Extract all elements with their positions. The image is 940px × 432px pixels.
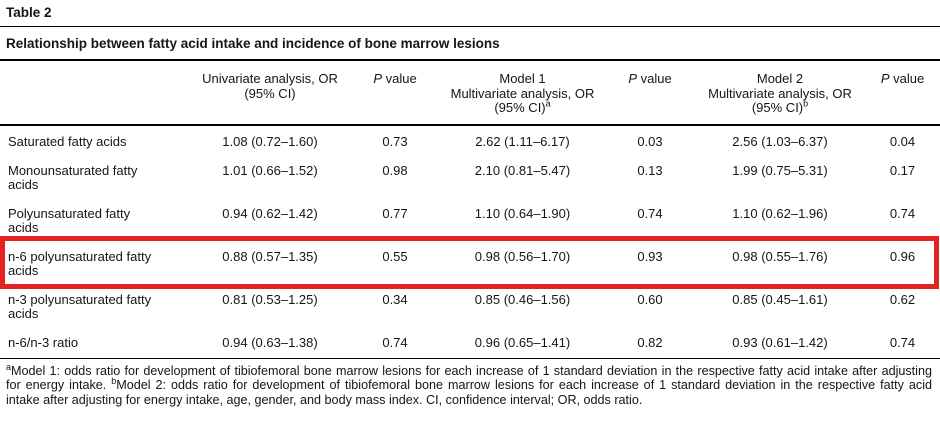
header-row: Univariate analysis, OR (95% CI) P value Mo…: [0, 61, 940, 126]
table-footnote: aModel 1: odds ratio for development of …: [0, 357, 940, 408]
cell-value: 0.34: [382, 291, 408, 307]
cell-value: 0.04: [889, 133, 916, 149]
table-container: Univariate analysis, OR (95% CI) P value Mo…: [0, 61, 940, 356]
column-header-univariate: Univariate analysis, OR (95% CI): [190, 61, 350, 126]
row-label: Saturated fatty acids: [8, 133, 127, 149]
cell-value: 0.17: [889, 162, 916, 178]
cell-value: 0.88 (0.57–1.35): [222, 248, 318, 264]
cell-value: 0.13: [637, 162, 663, 178]
cell-value: 0.74: [889, 334, 916, 350]
cell-value: 0.98: [382, 162, 408, 178]
column-header-pvalue-2: P value: [605, 61, 695, 126]
table-header: Univariate analysis, OR (95% CI) P value Mo…: [0, 61, 940, 126]
table-row: n-3 polyunsaturated fatty acids 0.81 (0.5…: [0, 284, 940, 327]
cell-value: 0.03: [637, 133, 663, 149]
table-body: Saturated fatty acids 1.08 (0.72–1.60) 0.7…: [0, 125, 940, 356]
cell-value: 2.56 (1.03–6.37): [732, 133, 828, 149]
cell-value: 0.73: [382, 133, 408, 149]
cell-value: 2.62 (1.11–6.17): [475, 133, 570, 149]
cell-value: 0.77: [382, 205, 408, 221]
cell-value: 1.01 (0.66–1.52): [222, 162, 318, 178]
cell-value: 0.96: [889, 248, 916, 264]
column-header-pvalue-1: P value: [350, 61, 440, 126]
column-header-rowlabel: [0, 61, 190, 126]
row-label: n-6 polyunsaturated fatty acids: [8, 248, 152, 278]
table-row: n-6/n-3 ratio 0.94 (0.63–1.38) 0.74 0.96 (0…: [0, 327, 940, 356]
cell-value: 2.10 (0.81–5.47): [474, 162, 571, 178]
cell-value: 1.10 (0.64–1.90): [474, 205, 571, 221]
cell-value: 0.81 (0.53–1.25): [222, 291, 318, 307]
cell-value: 0.85 (0.45–1.61): [732, 291, 828, 307]
table-title: Relationship between fatty acid intake a…: [0, 36, 940, 61]
cell-value: 0.55: [382, 248, 408, 264]
cell-value: 0.98 (0.56–1.70): [474, 248, 571, 264]
cell-value: 0.96 (0.65–1.41): [474, 334, 571, 350]
row-label: n-6/n-3 ratio: [8, 334, 79, 350]
cell-value: 0.60: [637, 291, 663, 307]
table-label: Table 2: [0, 0, 940, 27]
cell-value: 0.94 (0.63–1.38): [222, 334, 318, 350]
cell-value: 0.93 (0.61–1.42): [732, 334, 828, 350]
data-table: Univariate analysis, OR (95% CI) P value Mo…: [0, 61, 940, 356]
cell-value: 0.98 (0.55–1.76): [732, 248, 828, 264]
cell-value: 0.93: [637, 248, 663, 264]
cell-value: 0.74: [637, 205, 663, 221]
cell-value: 0.62: [889, 291, 916, 307]
row-label: Polyunsaturated fatty acids: [8, 205, 131, 235]
cell-value: 0.74: [382, 334, 408, 350]
row-label: Monounsaturated fatty acids: [8, 162, 138, 192]
table-row: n-6 polyunsaturated fatty acids 0.88 (0.5…: [0, 241, 940, 284]
cell-value: 0.94 (0.62–1.42): [222, 205, 318, 221]
table-row: Saturated fatty acids 1.08 (0.72–1.60) 0.7…: [0, 125, 940, 155]
column-header-model2: Model 2 Multivariate analysis, OR (95% CI)…: [695, 61, 865, 126]
column-header-pvalue-3: P value: [865, 61, 940, 126]
cell-value: 0.85 (0.46–1.56): [474, 291, 571, 307]
column-header-model1: Model 1 Multivariate analysis, OR (95% CI)…: [440, 61, 605, 126]
cell-value: 1.08 (0.72–1.60): [222, 133, 318, 149]
cell-value: 0.82: [637, 334, 663, 350]
cell-value: 0.74: [889, 205, 916, 221]
table-row: Polyunsaturated fatty acids 0.94 (0.62–1.…: [0, 198, 940, 241]
cell-value: 1.10 (0.62–1.96): [732, 205, 828, 221]
row-label: n-3 polyunsaturated fatty acids: [8, 291, 152, 321]
cell-value: 1.99 (0.75–5.31): [732, 162, 828, 178]
table-row: Monounsaturated fatty acids 1.01 (0.66–1.…: [0, 155, 940, 198]
